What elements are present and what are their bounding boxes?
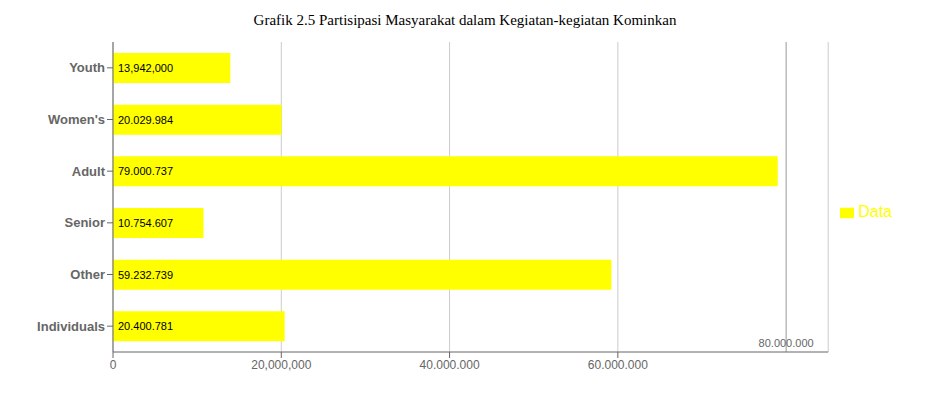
svg-text:Senior: Senior (65, 215, 105, 230)
svg-text:20,000,000: 20,000,000 (251, 358, 311, 372)
svg-text:Adult: Adult (72, 164, 106, 179)
svg-text:20.400.781: 20.400.781 (118, 320, 173, 332)
svg-text:60.000.000: 60.000.000 (588, 358, 648, 372)
svg-text:40.000.000: 40.000.000 (420, 358, 480, 372)
svg-text:79.000.737: 79.000.737 (118, 165, 173, 177)
svg-text:Individuals: Individuals (37, 319, 105, 334)
svg-text:Women's: Women's (48, 112, 105, 127)
svg-text:Youth: Youth (69, 60, 105, 75)
svg-text:59.232.739: 59.232.739 (118, 269, 173, 281)
svg-text:Other: Other (70, 267, 105, 282)
html-text:Data: Data (858, 203, 892, 220)
svg-text:20.029.984: 20.029.984 (118, 114, 173, 126)
html-text:Grafik 2.5 Partisipasi Masyara: Grafik 2.5 Partisipasi Masyarakat dalam … (253, 12, 677, 28)
svg-text:13,942,000: 13,942,000 (118, 62, 173, 74)
svg-text:80.000.000: 80.000.000 (759, 337, 814, 349)
svg-text:0: 0 (110, 358, 117, 372)
svg-text:10.754.607: 10.754.607 (118, 217, 173, 229)
